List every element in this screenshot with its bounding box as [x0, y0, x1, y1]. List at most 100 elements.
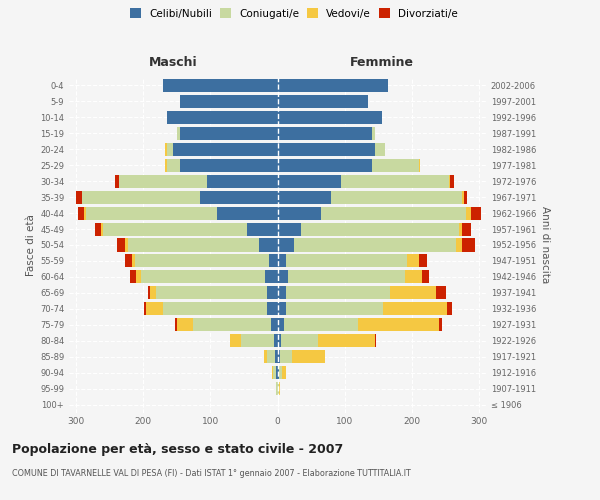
Bar	[173, 142, 277, 156]
Bar	[193, 318, 271, 332]
Bar	[277, 238, 295, 252]
Bar	[292, 350, 325, 363]
Bar	[125, 254, 131, 268]
Bar	[451, 174, 454, 188]
Bar	[277, 318, 284, 332]
Bar	[277, 382, 279, 395]
Bar	[272, 366, 273, 379]
Bar	[459, 222, 463, 235]
Bar	[277, 302, 286, 316]
Bar	[207, 174, 277, 188]
Bar	[286, 302, 383, 316]
Bar	[318, 334, 375, 347]
Bar	[167, 158, 180, 172]
Bar	[265, 270, 277, 283]
Bar	[163, 302, 268, 316]
Text: Femmine: Femmine	[350, 56, 414, 69]
Bar	[277, 350, 280, 363]
Legend: Celibi/Nubili, Coniugati/e, Vedovi/e, Divorziati/e: Celibi/Nubili, Coniugati/e, Vedovi/e, Di…	[127, 5, 461, 21]
Bar	[405, 270, 422, 283]
Bar	[268, 286, 277, 300]
Bar	[165, 158, 167, 172]
Bar	[279, 366, 282, 379]
Bar	[180, 127, 277, 140]
Bar	[277, 95, 368, 108]
Bar	[466, 206, 471, 220]
Bar	[390, 286, 436, 300]
Bar	[165, 142, 167, 156]
Bar	[125, 238, 128, 252]
Bar	[280, 350, 292, 363]
Bar	[273, 366, 276, 379]
Bar	[277, 127, 371, 140]
Bar	[276, 366, 277, 379]
Bar	[269, 254, 277, 268]
Bar	[118, 238, 125, 252]
Bar	[287, 270, 405, 283]
Bar	[148, 286, 150, 300]
Bar	[163, 79, 277, 92]
Bar	[341, 174, 449, 188]
Text: COMUNE DI TAVARNELLE VAL DI PESA (FI) - Dati ISTAT 1° gennaio 2007 - Elaborazion: COMUNE DI TAVARNELLE VAL DI PESA (FI) - …	[12, 469, 411, 478]
Bar	[277, 174, 341, 188]
Bar	[321, 206, 466, 220]
Bar	[268, 350, 275, 363]
Bar	[439, 318, 442, 332]
Bar	[180, 95, 277, 108]
Bar	[277, 206, 321, 220]
Bar	[383, 302, 447, 316]
Bar	[279, 382, 280, 395]
Bar	[281, 334, 318, 347]
Bar	[375, 142, 385, 156]
Bar	[259, 238, 277, 252]
Bar	[268, 302, 277, 316]
Bar	[286, 286, 390, 300]
Bar	[277, 79, 388, 92]
Bar	[130, 270, 136, 283]
Bar	[180, 158, 277, 172]
Y-axis label: Anni di nascita: Anni di nascita	[541, 206, 550, 284]
Bar	[456, 238, 463, 252]
Bar	[131, 254, 135, 268]
Bar	[175, 318, 176, 332]
Bar	[331, 190, 463, 203]
Bar	[277, 222, 301, 235]
Bar	[76, 190, 82, 203]
Bar	[277, 254, 286, 268]
Bar	[241, 334, 274, 347]
Bar	[371, 127, 375, 140]
Bar	[247, 222, 277, 235]
Bar	[275, 350, 277, 363]
Bar	[282, 366, 286, 379]
Bar	[167, 111, 277, 124]
Bar	[419, 254, 427, 268]
Bar	[217, 206, 277, 220]
Bar	[103, 222, 247, 235]
Bar	[176, 318, 193, 332]
Bar	[115, 174, 119, 188]
Bar	[277, 190, 331, 203]
Bar	[230, 334, 241, 347]
Bar	[157, 286, 268, 300]
Bar	[277, 334, 281, 347]
Bar	[86, 206, 217, 220]
Bar	[85, 206, 86, 220]
Bar	[145, 302, 146, 316]
Bar	[464, 190, 467, 203]
Bar	[407, 254, 419, 268]
Bar	[422, 270, 429, 283]
Text: Maschi: Maschi	[149, 56, 197, 69]
Bar	[301, 222, 459, 235]
Text: Popolazione per età, sesso e stato civile - 2007: Popolazione per età, sesso e stato civil…	[12, 442, 343, 456]
Bar	[277, 286, 286, 300]
Bar	[146, 302, 163, 316]
Bar	[271, 318, 277, 332]
Bar	[78, 206, 85, 220]
Bar	[95, 222, 101, 235]
Bar	[449, 174, 451, 188]
Bar	[277, 270, 287, 283]
Bar	[82, 190, 200, 203]
Bar	[436, 286, 446, 300]
Bar	[286, 254, 407, 268]
Y-axis label: Fasce di età: Fasce di età	[26, 214, 36, 276]
